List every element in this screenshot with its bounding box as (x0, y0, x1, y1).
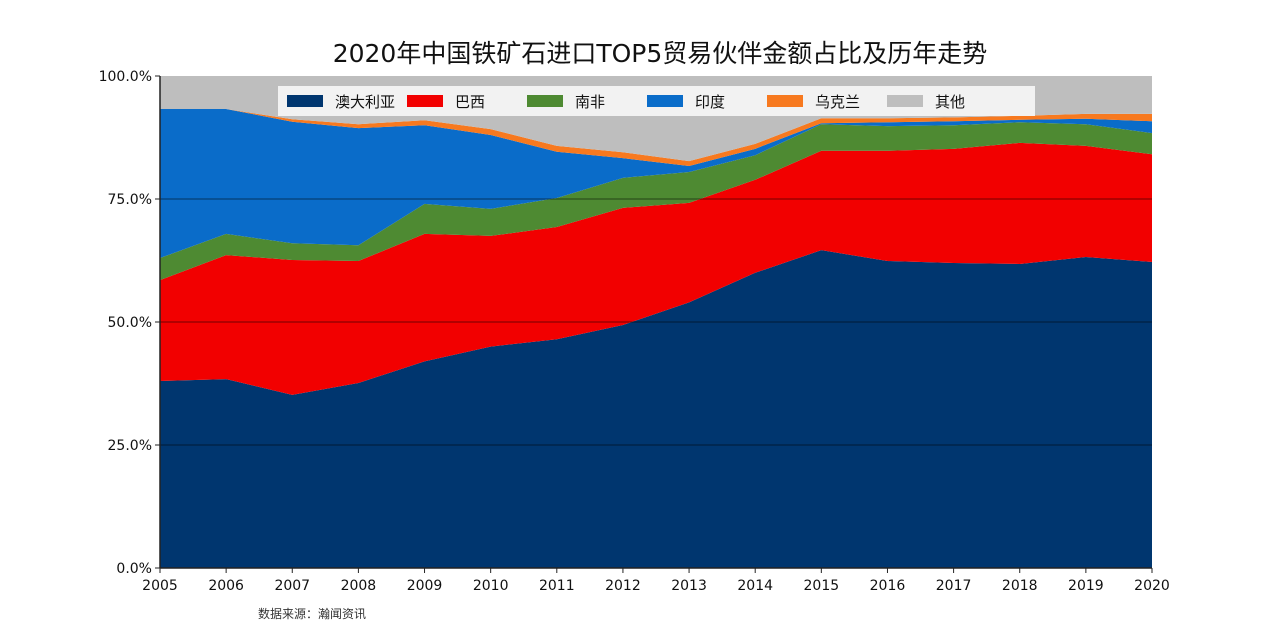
x-tick-label: 2007 (274, 578, 310, 594)
y-tick-label: 0.0% (116, 561, 152, 577)
area-印度 (160, 108, 1152, 259)
y-tick-label: 100.0% (99, 69, 152, 85)
y-tick-label: 50.0% (108, 315, 152, 331)
axes: 0.0% 25.0% 50.0% 75.0% 100.0% 2005 2006 2007 200… (99, 69, 1170, 594)
x-tick-label: 2012 (605, 578, 641, 594)
x-tick-label: 2018 (1002, 578, 1038, 594)
x-tick-label: 2017 (936, 578, 972, 594)
area-巴西 (160, 142, 1152, 395)
legend-swatch (527, 95, 563, 107)
legend-swatch (407, 95, 443, 107)
legend-label: 印度 (695, 93, 725, 111)
x-tick-label: 2019 (1068, 578, 1104, 594)
x-tick-label: 2015 (804, 578, 840, 594)
legend-swatch (647, 95, 683, 107)
area-乌克兰 (160, 108, 1152, 167)
gridlines (160, 198, 1152, 446)
legend-swatch (287, 95, 323, 107)
legend: 澳大利亚 巴西 南非 印度 乌克兰 其他 (278, 86, 1035, 116)
legend-label: 巴西 (455, 93, 485, 111)
x-tick-label: 2014 (737, 578, 773, 594)
chart-title: 2020年中国铁矿石进口TOP5贸易伙伴金额占比及历年走势 (333, 39, 988, 68)
area-澳大利亚 (160, 250, 1152, 568)
legend-swatch (767, 95, 803, 107)
legend-label: 乌克兰 (815, 93, 860, 111)
x-tick-label: 2008 (341, 578, 377, 594)
legend-swatch (887, 95, 923, 107)
legend-label: 其他 (935, 93, 965, 111)
x-tick-label: 2010 (473, 578, 509, 594)
legend-label: 南非 (575, 93, 605, 111)
x-tick-label: 2006 (208, 578, 244, 594)
source-note: 数据来源：瀚闻资讯 (258, 606, 366, 621)
y-tick-label: 25.0% (108, 438, 152, 454)
legend-label: 澳大利亚 (335, 93, 395, 111)
area-南非 (160, 122, 1152, 281)
x-tick-label: 2005 (142, 578, 178, 594)
x-tick-label: 2016 (870, 578, 906, 594)
x-tick-label: 2020 (1134, 578, 1170, 594)
x-tick-label: 2013 (671, 578, 707, 594)
x-tick-label: 2009 (407, 578, 443, 594)
y-tick-label: 75.0% (108, 192, 152, 208)
x-tick-label: 2011 (539, 578, 575, 594)
